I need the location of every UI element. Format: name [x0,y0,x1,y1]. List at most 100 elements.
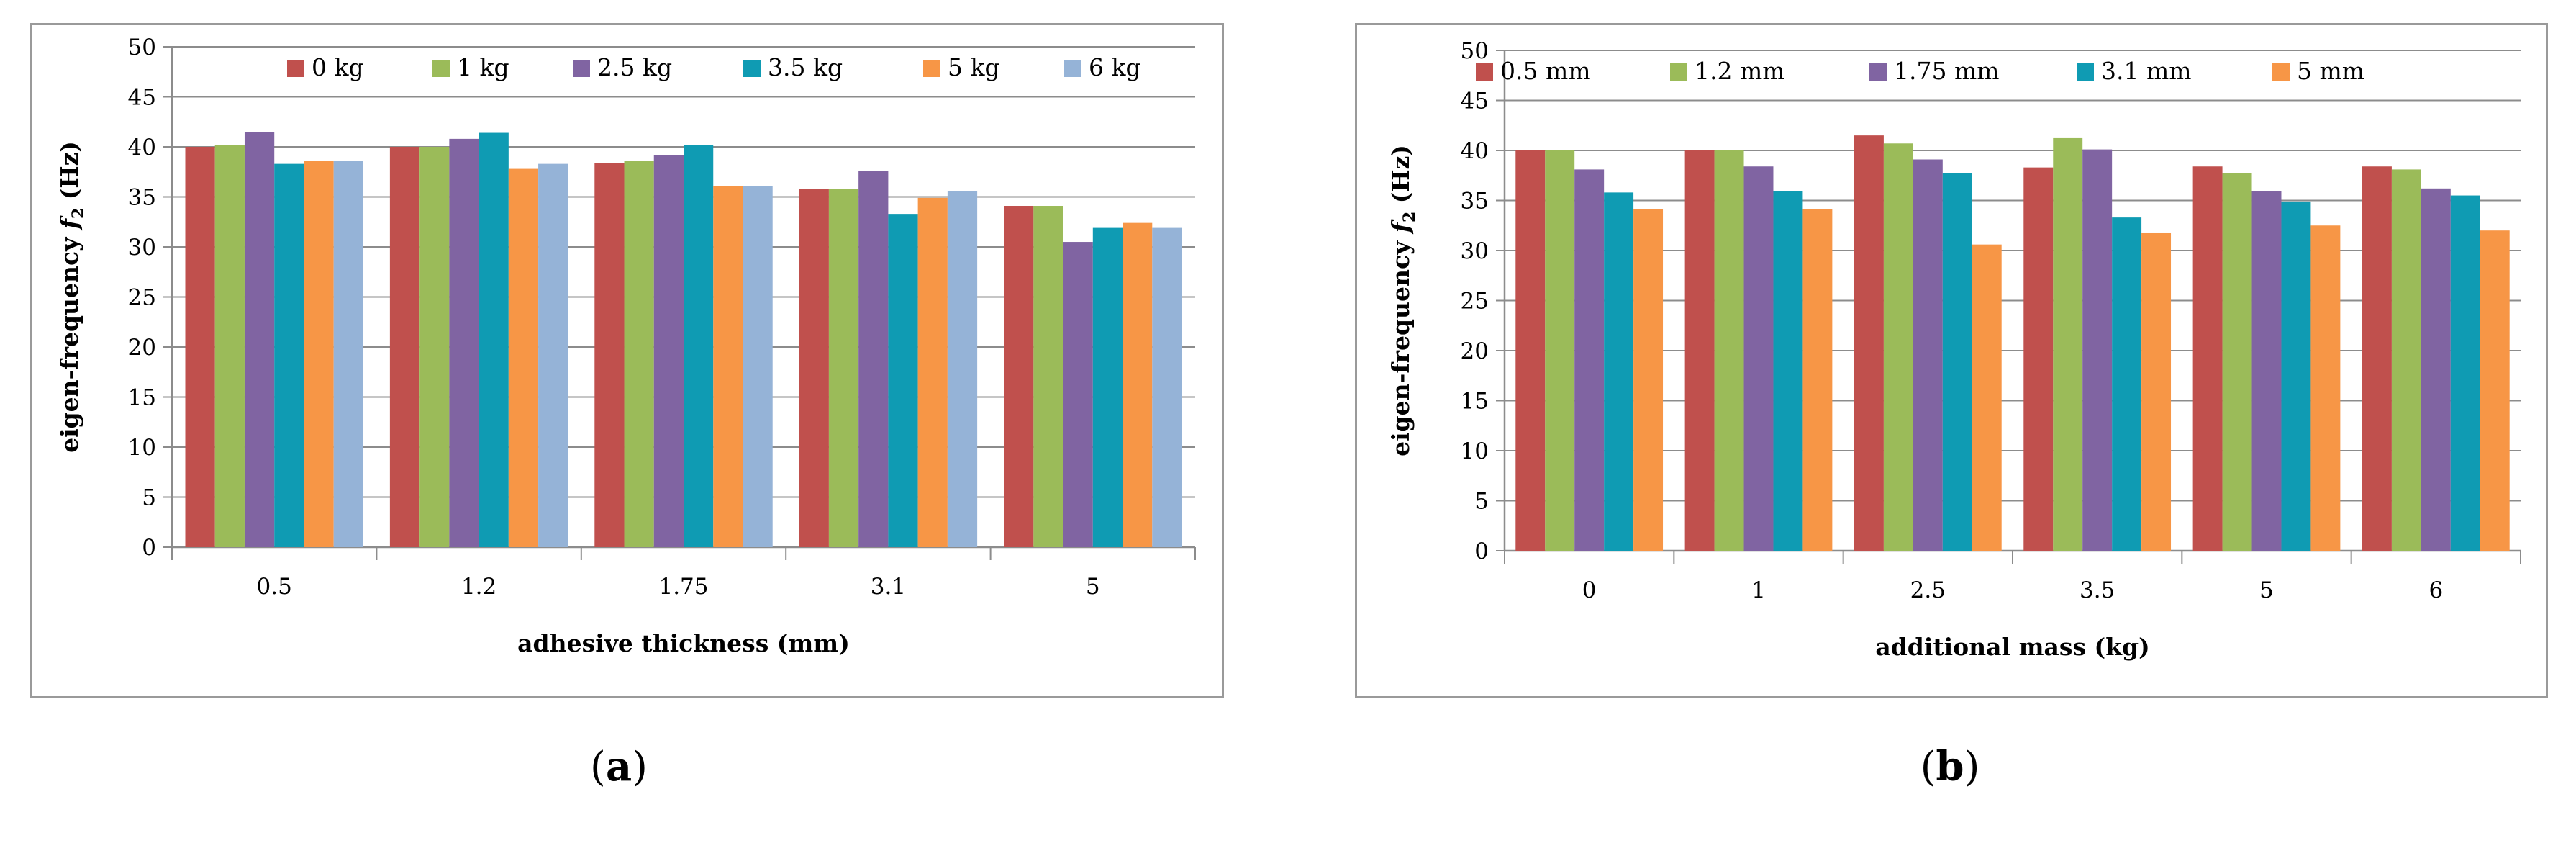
y-tick-label-a-0: 0 [142,535,156,561]
bar-b-1-5mm [1802,209,1833,551]
bar-a-0.5-1kg [214,145,245,548]
y-tick-label-b-25: 25 [1461,289,1489,315]
x-axis-title-a: adhesive thickness (mm) [517,629,850,657]
bar-a-1.2-0kg [389,147,420,547]
legend-label-a-2: 2.5 kg [597,53,672,81]
y-tick-label-b-20: 20 [1461,338,1489,364]
bar-b-0-1.2mm [1545,150,1575,551]
bar-a-5-2.5kg [1063,242,1093,547]
y-tick-label-a-25: 25 [128,285,156,311]
legend-swatch-b-0 [1476,63,1493,81]
bar-b-1-0.5mm [1684,150,1715,551]
bar-b-1-3.1mm [1773,191,1803,551]
bar-b-1-1.75mm [1743,166,1774,551]
bar-a-0.5-2.5kg [244,132,275,547]
bar-a-1.75-6kg [743,186,773,547]
legend-label-a-1: 1 kg [457,53,509,81]
x-axis-title-b: additional mass (kg) [1875,633,2149,661]
bar-a-1.75-0kg [594,163,625,548]
bar-b-2.5-3.1mm [1942,173,1972,551]
y-tick-label-b-40: 40 [1461,138,1489,164]
y-tick-label-a-30: 30 [128,235,156,261]
y-axis-title-b: eigen-frequency f2 (Hz) [1387,145,1419,456]
y-axis-title-unit-b: (Hz) [1387,145,1415,212]
bar-b-3.5-1.75mm [2082,149,2113,551]
bar-b-6-0.5mm [2362,166,2392,551]
bar-a-3.1-2.5kg [858,171,889,548]
bar-b-3.5-1.2mm [2053,137,2083,551]
legend-label-a-0: 0 kg [312,53,364,81]
bar-a-5-1kg [1033,206,1063,547]
bar-a-1.2-3.5kg [479,132,509,548]
y-tick-label-a-15: 15 [128,385,156,411]
bar-a-0.5-6kg [333,161,363,547]
bar-a-1.75-1kg [624,161,654,547]
y-tick-label-b-30: 30 [1461,238,1489,264]
legend-swatch-a-0 [287,60,304,77]
bar-a-3.1-6kg [947,191,978,547]
y-axis-title-subscript-b: 2 [1400,212,1419,222]
bar-b-3.5-3.1mm [2112,217,2142,551]
bar-b-1-1.2mm [1714,150,1744,551]
bar-a-3.1-5kg [917,197,948,547]
legend-swatch-b-3 [2077,63,2094,81]
x-tick-label-a-1.2: 1.2 [461,574,496,600]
y-axis-title-main-b: eigen-frequency [1387,233,1415,456]
caption-a: (a) [589,743,648,790]
bar-b-6-3.1mm [2450,195,2480,551]
y-axis-title-symbol-a: f [55,215,83,230]
y-tick-label-b-35: 35 [1461,189,1489,215]
y-tick-label-b-50: 50 [1461,38,1489,64]
bar-a-1.2-2.5kg [449,138,479,547]
y-axis-title-unit-a: (Hz) [55,141,83,208]
bar-b-2.5-1.75mm [1913,159,1943,551]
x-tick-label-a-0.5: 0.5 [257,574,292,600]
y-tick-label-a-45: 45 [128,85,156,111]
bar-a-0.5-0kg [185,147,215,547]
x-tick-label-b-3.5: 3.5 [2080,577,2115,603]
bar-a-5-0kg [1004,206,1034,547]
bar-a-0.5-5kg [304,161,334,547]
bar-a-3.1-1kg [828,189,859,547]
y-tick-label-b-10: 10 [1461,438,1489,464]
legend-swatch-b-4 [2272,63,2290,81]
bar-a-5-3.5kg [1092,227,1123,547]
bar-a-3.1-0kg [799,189,829,547]
y-tick-label-b-45: 45 [1461,89,1489,114]
x-tick-label-b-2.5: 2.5 [1910,577,1946,603]
legend-swatch-a-1 [432,60,450,77]
bar-b-3.5-5mm [2141,232,2172,551]
legend-label-b-4: 5 mm [2297,57,2364,85]
bar-a-1.75-2.5kg [653,155,684,547]
y-tick-label-a-20: 20 [128,335,156,361]
bar-a-1.2-5kg [508,168,539,547]
chart-b-svg: 0 5 10 15 20 25 30 35 40 45 50 0 1 2.5 3.5 5 6 0.5 mm 1.2 … [1387,38,2521,661]
bar-b-2.5-0.5mm [1854,135,1884,551]
bar-b-2.5-1.2mm [1883,143,1913,551]
legend-swatch-b-1 [1670,63,1687,81]
x-tick-label-b-1: 1 [1751,577,1766,603]
chart-panel-b: 0 5 10 15 20 25 30 35 40 45 50 0 1 2.5 3.5 5 6 0.5 mm 1.2 … [1355,23,2548,698]
bar-b-5-1.75mm [2251,191,2282,551]
bar-b-2.5-5mm [1972,244,2002,551]
bar-b-0-3.1mm [1604,192,1634,551]
legend-swatch-a-2 [573,60,590,77]
bar-b-0-5mm [1633,209,1664,551]
legend-swatch-b-2 [1869,63,1887,81]
bar-a-5-5kg [1123,222,1153,547]
y-axis-title-a: eigen-frequency f2 (Hz) [55,141,88,453]
bar-a-3.1-3.5kg [888,214,918,547]
bar-b-6-1.2mm [2391,169,2421,551]
legend-label-a-4: 5 kg [948,53,1000,81]
x-tick-label-a-3.1: 3.1 [871,574,906,600]
bar-b-3.5-0.5mm [2023,167,2054,551]
x-tick-label-b-5: 5 [2259,577,2274,603]
bar-b-5-0.5mm [2192,166,2223,551]
bar-a-0.5-3.5kg [274,163,304,547]
y-tick-label-b-5: 5 [1474,489,1489,515]
bar-b-5-1.2mm [2222,173,2252,551]
legend-label-b-3: 3.1 mm [2101,57,2192,85]
bar-a-5-6kg [1152,227,1182,547]
legend-label-b-2: 1.75 mm [1894,57,2000,85]
y-tick-label-a-50: 50 [128,35,156,60]
